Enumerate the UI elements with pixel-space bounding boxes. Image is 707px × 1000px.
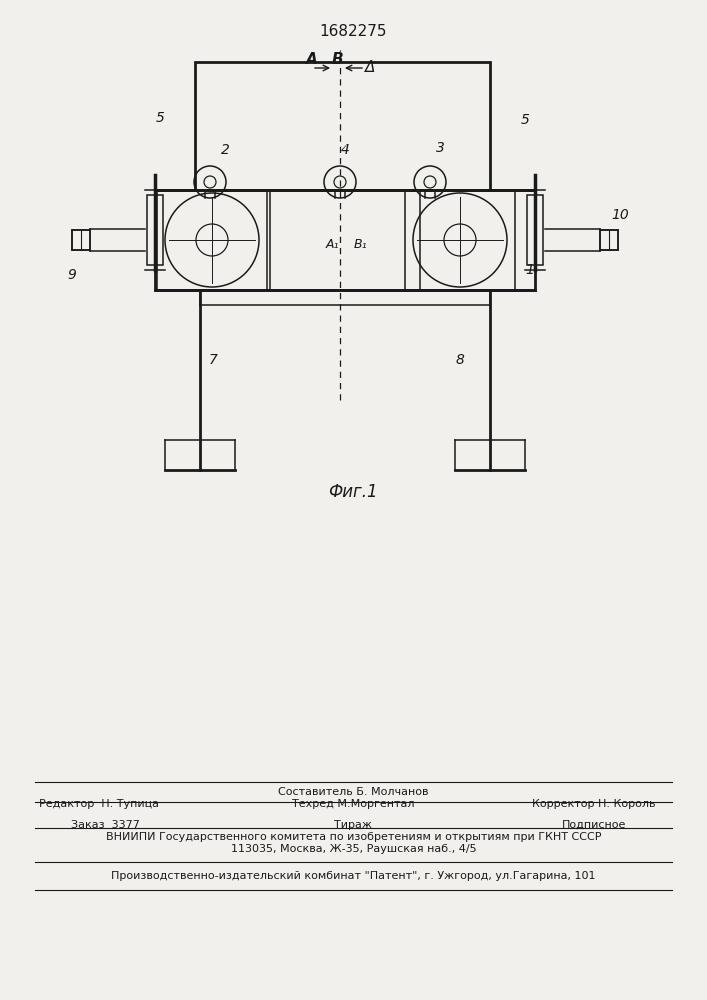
Text: 3: 3 xyxy=(436,141,445,155)
Bar xyxy=(195,62,490,190)
Text: Δ: Δ xyxy=(365,60,375,76)
Text: Фиг.1: Фиг.1 xyxy=(328,483,378,501)
Text: Тираж: Тираж xyxy=(334,820,373,830)
Text: Подписное: Подписное xyxy=(561,820,626,830)
Text: ВНИИПИ Государственного комитета по изобретениям и открытиям при ГКНТ СССР: ВНИИПИ Государственного комитета по изоб… xyxy=(106,832,601,842)
Text: Заказ  3377: Заказ 3377 xyxy=(71,820,139,830)
Text: 1682275: 1682275 xyxy=(320,24,387,39)
Bar xyxy=(147,195,163,265)
Bar xyxy=(72,230,90,250)
Text: 5: 5 xyxy=(156,111,165,125)
Text: Составитель Б. Молчанов: Составитель Б. Молчанов xyxy=(279,787,428,797)
Text: A: A xyxy=(306,52,318,68)
Text: B: B xyxy=(331,52,343,68)
Bar xyxy=(155,190,535,290)
Text: 8: 8 xyxy=(455,353,464,367)
Text: 2: 2 xyxy=(221,143,230,157)
Text: 113035, Москва, Ж-35, Раушская наб., 4/5: 113035, Москва, Ж-35, Раушская наб., 4/5 xyxy=(230,844,477,854)
Text: B₁: B₁ xyxy=(354,238,367,251)
Text: 10: 10 xyxy=(611,208,629,222)
Text: 5: 5 xyxy=(520,113,530,127)
Text: Корректор Н. Король: Корректор Н. Король xyxy=(532,799,655,809)
Bar xyxy=(527,195,543,265)
Bar xyxy=(405,190,515,290)
Text: A₁: A₁ xyxy=(325,238,339,251)
Text: Техред М.Моргентал: Техред М.Моргентал xyxy=(292,799,415,809)
Bar xyxy=(600,230,618,250)
Text: 9: 9 xyxy=(68,268,76,282)
Text: 7: 7 xyxy=(209,353,218,367)
Bar xyxy=(157,190,267,290)
Text: Редактор  Н. Тупица: Редактор Н. Тупица xyxy=(39,799,159,809)
Text: 1: 1 xyxy=(525,263,534,277)
Text: 4: 4 xyxy=(341,143,349,157)
Text: Производственно-издательский комбинат "Патент", г. Ужгород, ул.Гагарина, 101: Производственно-издательский комбинат "П… xyxy=(111,871,596,881)
